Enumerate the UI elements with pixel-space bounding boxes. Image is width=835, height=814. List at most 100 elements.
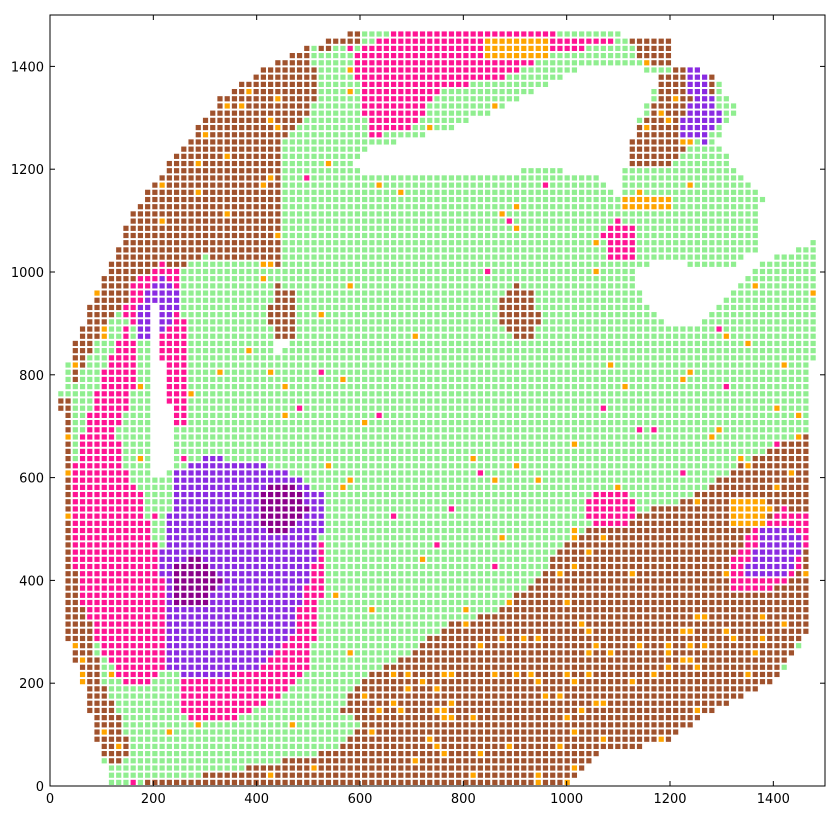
spot-brown bbox=[550, 700, 556, 706]
spot-brown bbox=[434, 722, 440, 728]
spot-light-green bbox=[333, 693, 339, 699]
spot-light-green bbox=[304, 736, 310, 742]
spot-light-green bbox=[333, 736, 339, 742]
spot-light-green bbox=[470, 563, 476, 570]
spot-brown bbox=[101, 751, 107, 757]
spot-light-green bbox=[709, 477, 715, 483]
spot-brown bbox=[535, 707, 541, 714]
spot-light-green bbox=[123, 686, 129, 692]
spot-purple bbox=[296, 563, 303, 570]
spot-light-green bbox=[347, 527, 353, 534]
spot-pink bbox=[94, 470, 100, 476]
spot-light-green bbox=[564, 484, 570, 490]
spot-light-green bbox=[202, 722, 209, 728]
spot-light-green bbox=[376, 499, 382, 505]
spot-brown bbox=[477, 700, 483, 706]
spot-purple bbox=[231, 599, 238, 606]
spot-light-green bbox=[173, 679, 180, 685]
spot-brown bbox=[369, 700, 375, 706]
spot-light-green bbox=[181, 765, 187, 771]
spot-light-green bbox=[427, 484, 433, 490]
spot-brown bbox=[723, 477, 729, 483]
spot-brown bbox=[571, 571, 578, 577]
spot-brown bbox=[651, 506, 657, 512]
spot-brown bbox=[65, 585, 71, 591]
spot-light-green bbox=[579, 484, 585, 490]
spot-light-green bbox=[268, 700, 274, 706]
spot-brown bbox=[781, 628, 787, 634]
spot-pink bbox=[108, 535, 115, 541]
spot-brown bbox=[680, 707, 686, 714]
spot-pink bbox=[202, 700, 209, 706]
spot-light-green bbox=[622, 441, 628, 447]
spot-light-green bbox=[506, 506, 512, 512]
spot-light-green bbox=[152, 758, 158, 764]
spot-brown bbox=[492, 628, 498, 634]
spot-pink bbox=[231, 686, 238, 692]
spot-light-green bbox=[311, 657, 317, 663]
spot-light-green bbox=[282, 729, 288, 735]
spot-pink bbox=[145, 657, 151, 663]
spot-brown bbox=[513, 722, 520, 728]
spot-brown bbox=[730, 614, 737, 620]
spot-light-green bbox=[680, 448, 686, 454]
spot-purple bbox=[275, 470, 281, 476]
spot-light-green bbox=[398, 578, 404, 584]
spot-purple bbox=[217, 563, 223, 570]
spot-brown bbox=[224, 772, 230, 778]
spot-brown bbox=[593, 671, 599, 678]
spot-pink bbox=[152, 650, 158, 656]
spot-light-green bbox=[434, 470, 440, 476]
spot-brown bbox=[658, 556, 664, 562]
spot-light-green bbox=[644, 412, 650, 419]
spot-light-green bbox=[463, 592, 469, 598]
spot-brown bbox=[673, 614, 679, 620]
spot-light-green bbox=[499, 420, 505, 426]
spot-light-green bbox=[398, 470, 404, 476]
spot-light-green bbox=[72, 434, 78, 440]
spot-brown bbox=[622, 614, 628, 620]
spot-light-green bbox=[752, 448, 758, 454]
spot-light-green bbox=[87, 405, 93, 411]
spot-brown bbox=[398, 779, 404, 785]
spot-light-green bbox=[796, 427, 802, 433]
spot-brown bbox=[716, 484, 722, 490]
spot-light-green bbox=[390, 621, 397, 627]
spot-orange bbox=[340, 484, 346, 490]
spot-brown bbox=[730, 621, 737, 627]
spot-light-green bbox=[658, 434, 664, 440]
spot-pink bbox=[94, 607, 100, 613]
spot-brown bbox=[470, 758, 476, 764]
spot-light-green bbox=[383, 441, 389, 447]
spot-light-green bbox=[166, 736, 172, 742]
spot-pink bbox=[145, 527, 151, 534]
spot-brown bbox=[376, 772, 382, 778]
spot-brown bbox=[123, 743, 129, 750]
spot-brown bbox=[745, 592, 751, 598]
spot-purple bbox=[796, 535, 802, 541]
spot-brown bbox=[593, 664, 599, 670]
spot-light-green bbox=[723, 412, 729, 419]
spot-purple bbox=[289, 592, 295, 598]
spot-light-green bbox=[456, 527, 462, 534]
spot-pink bbox=[730, 563, 737, 570]
spot-light-green bbox=[347, 657, 353, 663]
spot-brown bbox=[376, 736, 382, 742]
spot-light-green bbox=[340, 664, 346, 670]
spot-pink bbox=[268, 671, 274, 678]
spot-purple bbox=[767, 556, 773, 562]
spot-brown bbox=[564, 693, 570, 699]
spot-light-green bbox=[448, 592, 455, 598]
spot-brown bbox=[651, 549, 657, 555]
spot-light-green bbox=[376, 599, 382, 606]
spot-light-green bbox=[137, 477, 144, 483]
spot-light-green bbox=[130, 463, 136, 469]
spot-brown bbox=[651, 729, 657, 735]
spot-pink bbox=[108, 463, 115, 469]
spot-brown bbox=[593, 628, 599, 634]
spot-light-green bbox=[593, 441, 599, 447]
spot-light-green bbox=[485, 556, 491, 562]
spot-purple bbox=[253, 578, 259, 584]
spot-brown bbox=[687, 520, 693, 526]
spot-purple bbox=[246, 470, 252, 476]
